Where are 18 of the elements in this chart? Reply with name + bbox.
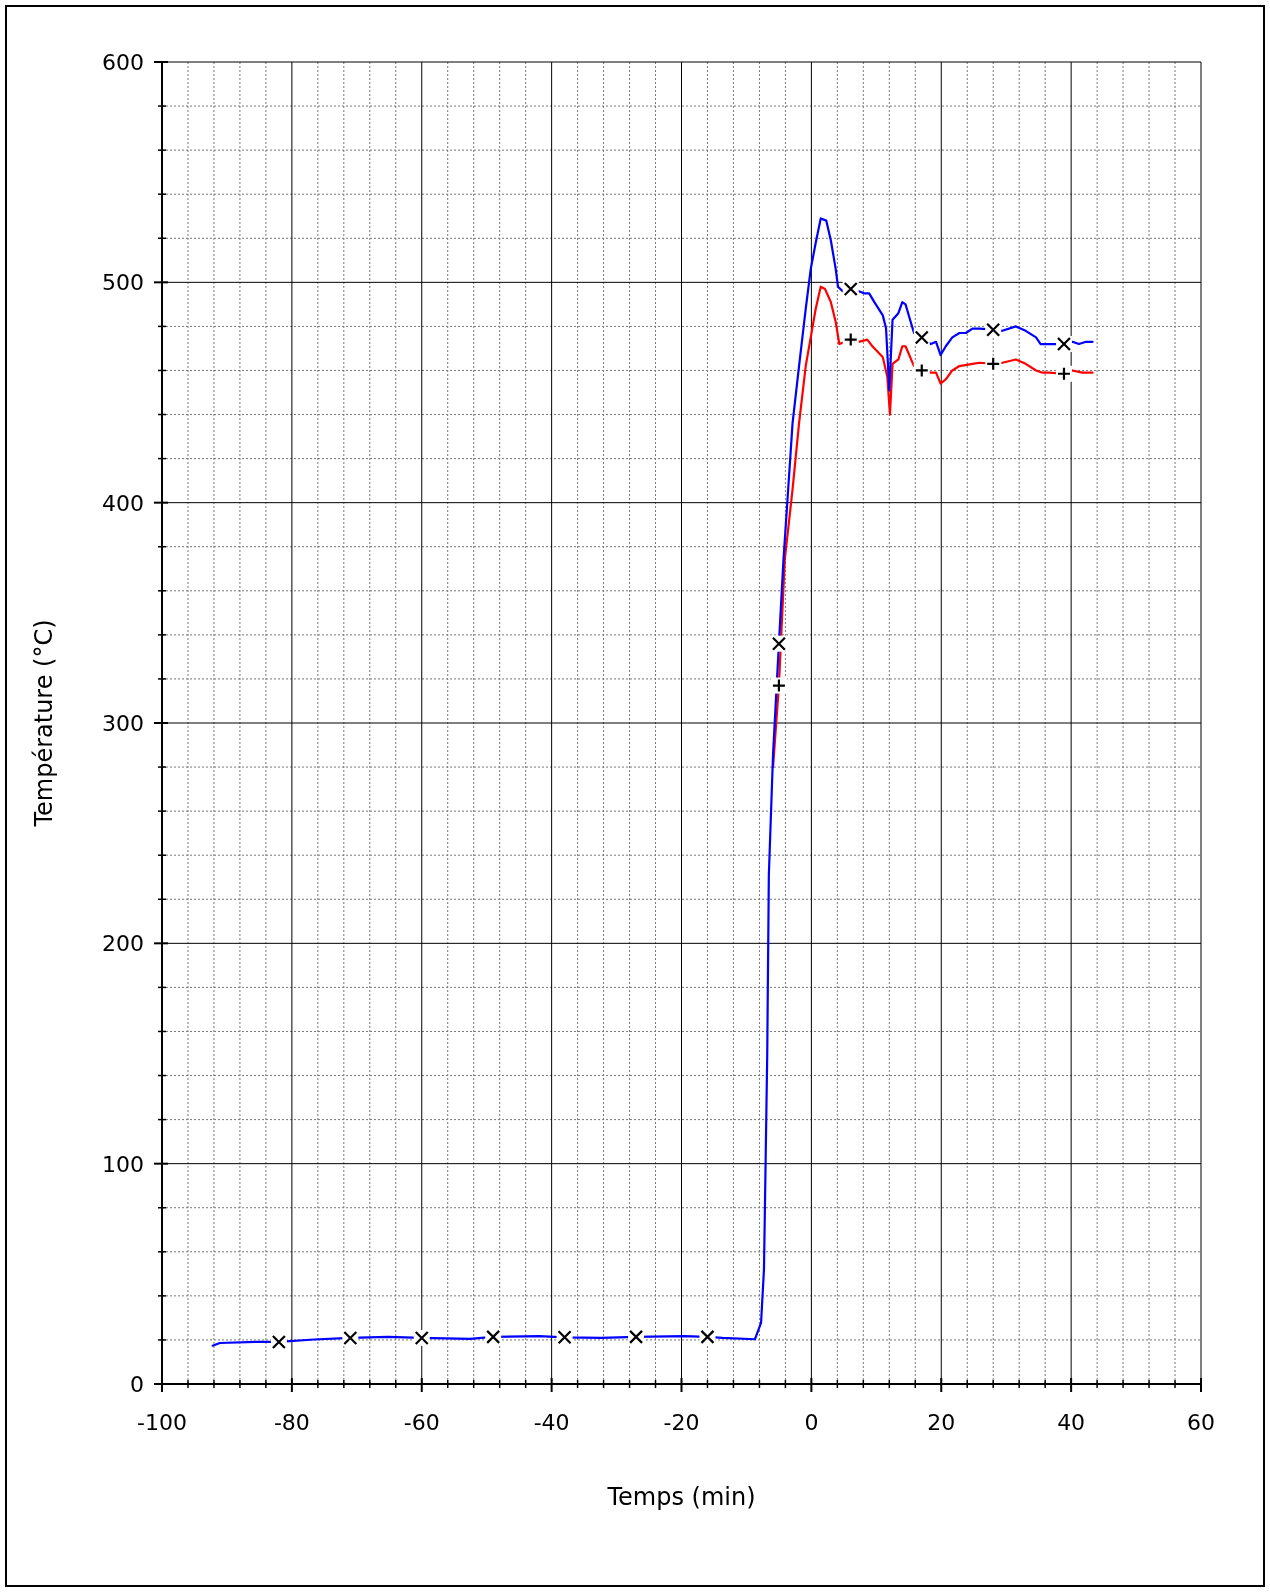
y-tick-label: 300	[102, 711, 144, 736]
y-tick-label: 600	[102, 50, 144, 75]
y-tick-label: 100	[102, 1151, 144, 1177]
x-tick-label: 0	[804, 1410, 819, 1435]
x-tick-label: 20	[927, 1410, 956, 1435]
x-tick-label: -60	[403, 1410, 440, 1435]
x-tick-label: 60	[1187, 1410, 1215, 1435]
x-tick-label: -100	[137, 1410, 187, 1435]
y-tick-label: 500	[102, 270, 144, 296]
x-tick-label: 40	[1057, 1410, 1086, 1435]
y-tick-label: 400	[102, 490, 144, 516]
x-tick-label: -40	[533, 1410, 570, 1435]
y-axis-title: Température (°C)	[30, 619, 58, 828]
x-tick-label: -80	[273, 1410, 310, 1435]
y-tick-label: 0	[130, 1372, 144, 1397]
x-axis-title: Temps (min)	[606, 1483, 756, 1511]
y-tick-label: 200	[102, 931, 144, 957]
x-tick-label: -20	[663, 1410, 700, 1435]
